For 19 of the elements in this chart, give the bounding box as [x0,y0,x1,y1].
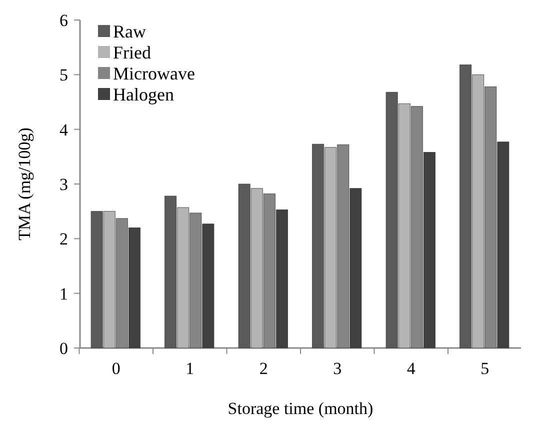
legend-label: Halogen [113,84,174,104]
x-tick-label: 2 [259,359,268,378]
y-tick-label: 4 [60,120,68,140]
legend-label: Fried [113,42,151,62]
y-tick-label: 0 [60,338,68,358]
x-tick-label: 3 [333,359,342,378]
x-tick-label: 0 [112,359,120,378]
x-tick-label: 4 [406,359,416,378]
x-tick-label: 5 [480,359,490,378]
y-tick-label: 2 [60,230,68,249]
legend-label: Microwave [113,63,195,84]
y-tick-label: 1 [60,284,68,304]
legend-label: Raw [113,21,146,42]
y-tick-label: 5 [60,66,68,85]
x-tick-label: 1 [186,359,194,378]
x-axis-title: Storage time (month) [228,399,374,418]
y-tick-label: 6 [60,10,68,30]
y-axis-title: TMA (mg/100g) [15,128,34,240]
y-tick-label: 3 [60,174,68,194]
